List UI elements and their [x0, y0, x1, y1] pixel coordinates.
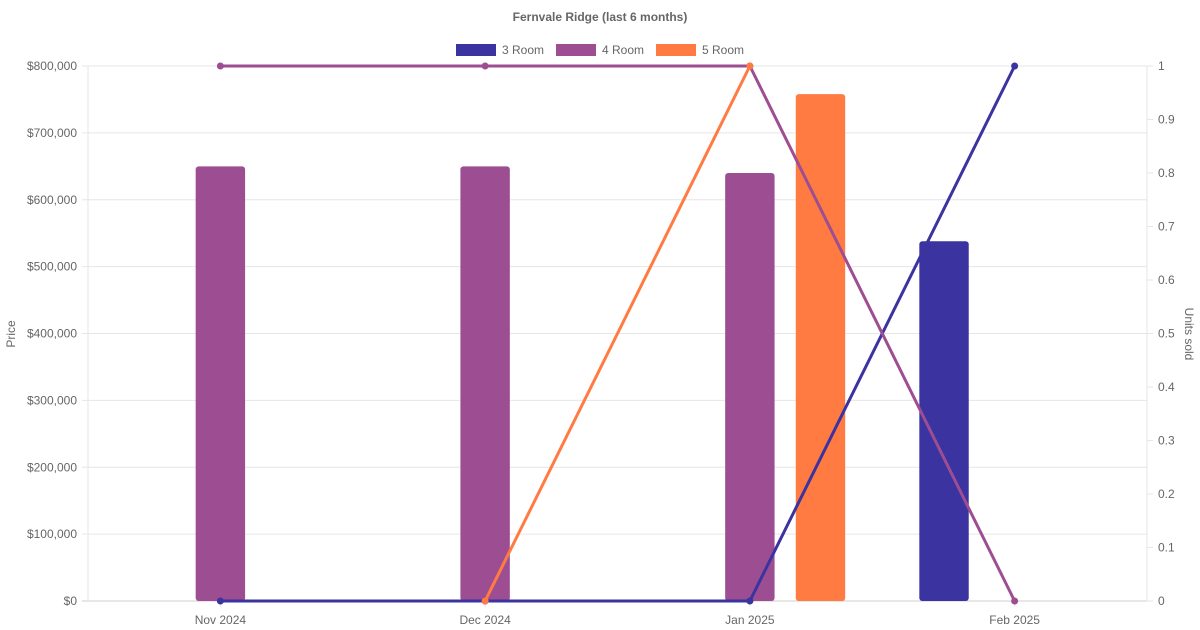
- bars: [195, 94, 969, 602]
- bar-4-room: [195, 166, 246, 601]
- y2-tick-label: 0.6: [1158, 273, 1175, 287]
- legend-label: 4 Room: [602, 43, 644, 57]
- y2-tick-label: 0.2: [1158, 487, 1175, 501]
- y2-tick-label: 0.1: [1158, 541, 1175, 555]
- y2-tick-label: 0.7: [1158, 220, 1175, 234]
- y-tick-label: $600,000: [27, 193, 77, 207]
- legend-swatch: [656, 44, 696, 56]
- bar-4-room: [460, 166, 510, 601]
- y-axis-left: $0 $100,000 $200,000 $300,000 $400,000 $500,0…: [27, 59, 77, 608]
- point-4-room: [1011, 597, 1019, 605]
- legend[interactable]: 3 Room 4 Room 5 Room: [456, 43, 744, 57]
- point-4-room: [216, 62, 224, 70]
- legend-swatch: [456, 44, 496, 56]
- x-tick-label: Dec 2024: [459, 613, 511, 627]
- y-tick-label: $0: [64, 594, 78, 608]
- x-tick-label: Jan 2025: [725, 613, 775, 627]
- y-axis-right: 0 0.1 0.2 0.3 0.4 0.5 0.6 0.7 0.8 0.9 1: [1158, 59, 1175, 608]
- point-3-room: [216, 597, 224, 605]
- y-tick-label: $700,000: [27, 126, 77, 140]
- x-axis: Nov 2024 Dec 2024 Jan 2025 Feb 2025: [195, 613, 1041, 627]
- point-3-room: [1011, 62, 1019, 70]
- line-5-room: [483, 65, 752, 602]
- x-tick-label: Feb 2025: [989, 613, 1040, 627]
- point-5-room: [746, 62, 754, 70]
- legend-item-5-room[interactable]: 5 Room: [656, 43, 744, 57]
- y2-tick-label: 0.9: [1158, 113, 1175, 127]
- point-3-room: [746, 597, 754, 605]
- y-tick-label: $200,000: [27, 460, 77, 474]
- lines: [216, 62, 1019, 605]
- chart-title: Fernvale Ridge (last 6 months): [513, 10, 688, 24]
- y2-tick-label: 0: [1158, 594, 1165, 608]
- legend-item-4-room[interactable]: 4 Room: [556, 43, 644, 57]
- y-axis-title: Price: [4, 320, 18, 348]
- legend-item-3-room[interactable]: 3 Room: [456, 43, 544, 57]
- point-4-room: [481, 62, 489, 70]
- y2-axis-title: Units sold: [1182, 308, 1196, 361]
- y2-tick-label: 0.5: [1158, 327, 1175, 341]
- y-tick-label: $800,000: [27, 59, 77, 73]
- legend-swatch: [556, 44, 596, 56]
- bar-4-room: [725, 173, 775, 601]
- y-tick-label: $300,000: [27, 393, 77, 407]
- legend-label: 3 Room: [502, 43, 544, 57]
- y-tick-label: $400,000: [27, 327, 77, 341]
- y-tick-label: $500,000: [27, 260, 77, 274]
- bar-5-room: [795, 94, 846, 602]
- y2-tick-label: 1: [1158, 59, 1165, 73]
- y2-tick-label: 0.3: [1158, 434, 1175, 448]
- y2-tick-label: 0.8: [1158, 166, 1175, 180]
- bar-3-room: [919, 241, 969, 601]
- y2-tick-label: 0.4: [1158, 380, 1175, 394]
- point-5-room: [481, 597, 489, 605]
- legend-label: 5 Room: [702, 43, 744, 57]
- line-4-room: [220, 64, 1016, 602]
- x-tick-label: Nov 2024: [195, 613, 247, 627]
- y-tick-label: $100,000: [27, 527, 77, 541]
